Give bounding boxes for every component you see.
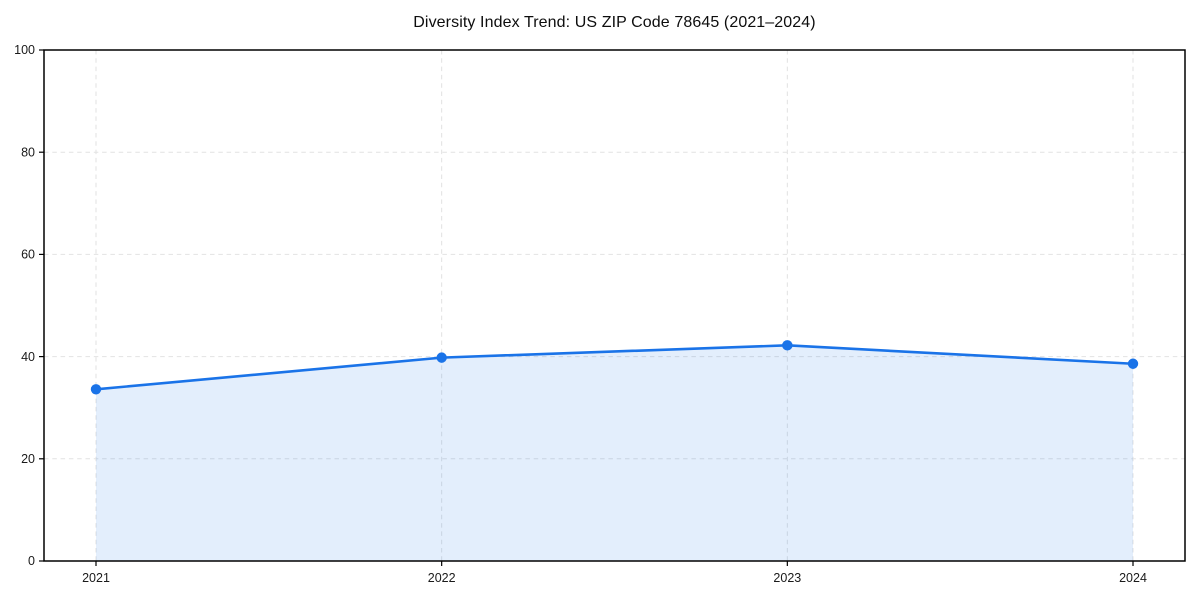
trend-line — [94, 344, 1135, 391]
y-tick-label: 100 — [14, 43, 35, 57]
x-tick-label: 2023 — [773, 571, 801, 585]
data-point-marker-2021 — [90, 384, 102, 395]
chart-title: Diversity Index Trend: US ZIP Code 78645… — [413, 14, 816, 31]
area-fill — [96, 345, 1133, 561]
y-tick-label: 60 — [21, 248, 35, 262]
y-tick-label: 40 — [21, 350, 35, 364]
plot-border — [43, 49, 1186, 562]
data-point-marker-2023 — [782, 340, 793, 351]
x-tick-label: 2024 — [1119, 571, 1147, 585]
data-point-marker-2024 — [1127, 358, 1139, 369]
x-tick-label: 2021 — [82, 571, 110, 585]
y-tick-label: 80 — [21, 145, 35, 159]
y-tick-label: 0 — [28, 554, 35, 568]
y-tick-label: 20 — [21, 452, 35, 466]
data-point-marker-2022 — [436, 352, 447, 363]
x-tick-label: 2022 — [428, 571, 456, 585]
